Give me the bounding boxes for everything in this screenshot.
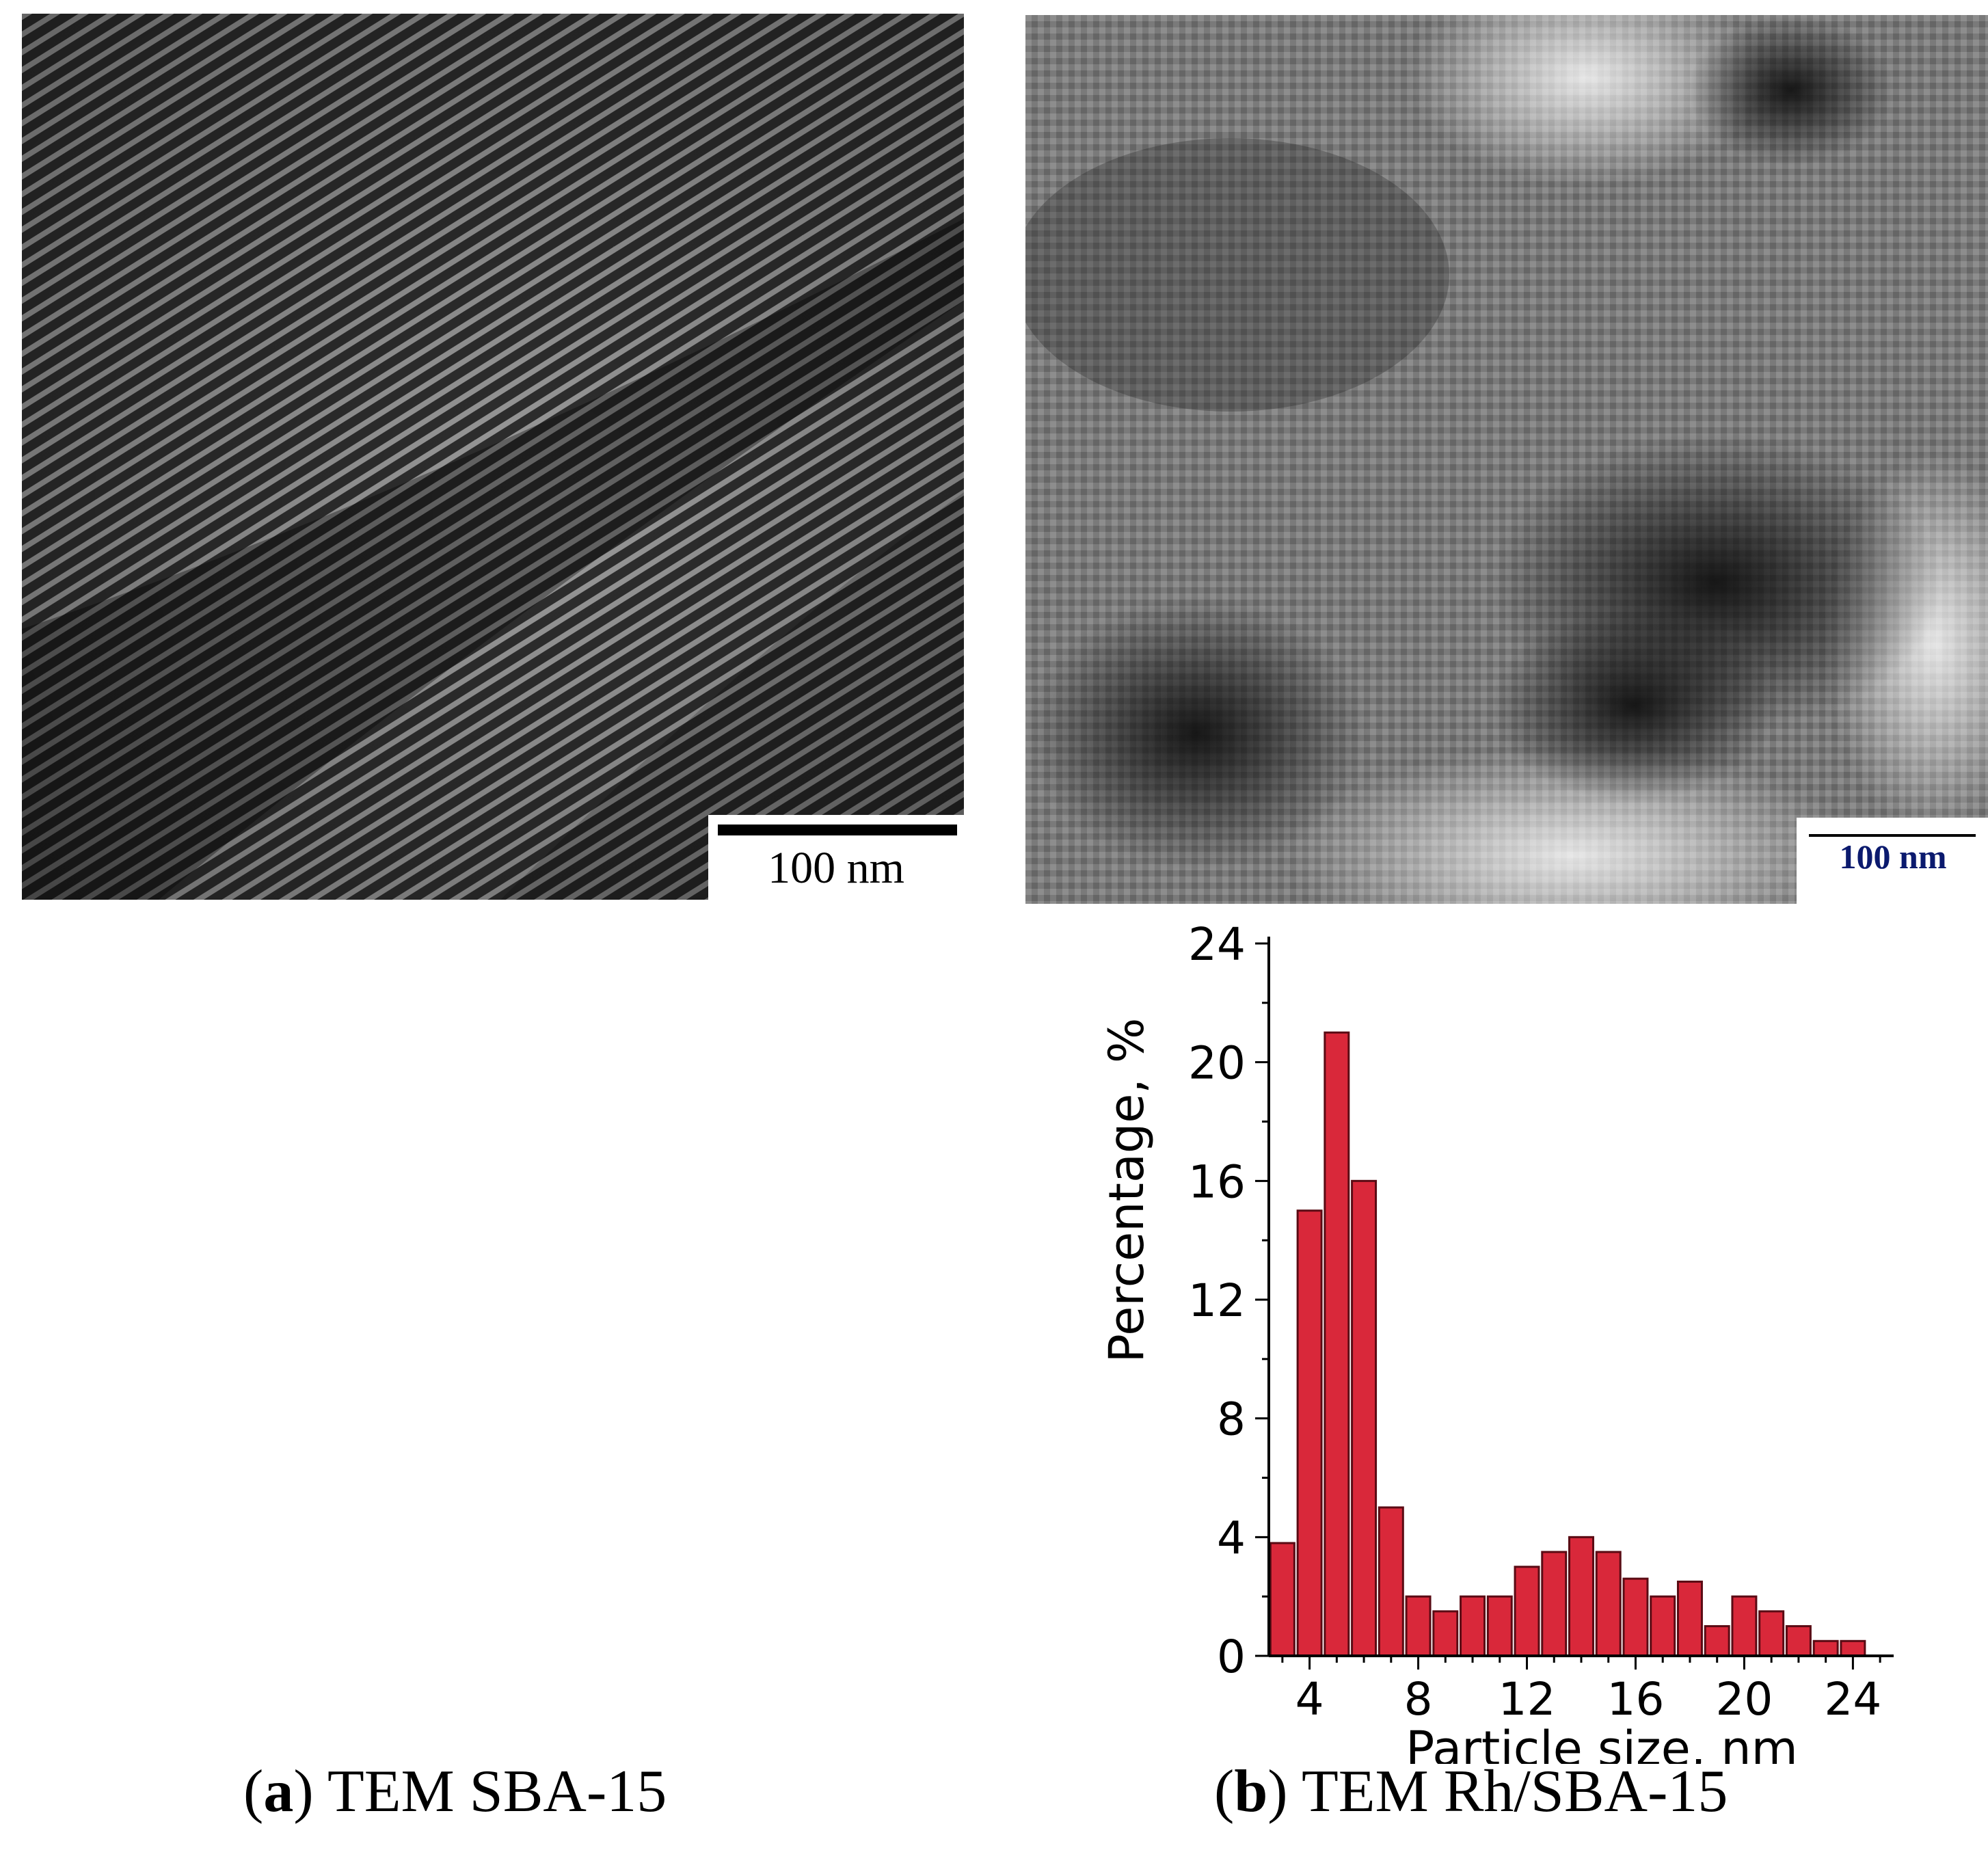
- y-tick-label: 0: [1217, 1631, 1246, 1683]
- tem-image-rh-sba15: [1025, 15, 1988, 904]
- y-tick-label: 4: [1217, 1512, 1246, 1564]
- x-tick-label: 12: [1499, 1673, 1556, 1726]
- caption-letter: b: [1234, 1758, 1268, 1825]
- scale-bar-line: [1809, 834, 1976, 837]
- histogram-bar: [1704, 1625, 1730, 1657]
- x-tick-label: 8: [1404, 1673, 1433, 1726]
- scale-bar-line: [718, 825, 957, 835]
- histogram-bar: [1785, 1625, 1812, 1657]
- bars-group: [1269, 1031, 1866, 1657]
- histogram-bar: [1595, 1551, 1622, 1657]
- histogram-bar: [1758, 1610, 1785, 1657]
- tem-image-sba15: [22, 14, 964, 900]
- histogram-bar: [1568, 1536, 1594, 1657]
- histogram-bar: [1541, 1551, 1568, 1657]
- y-tick-label: 16: [1188, 1155, 1246, 1208]
- histogram-bar: [1351, 1179, 1378, 1657]
- y-tick-label: 20: [1188, 1037, 1246, 1090]
- histogram-bar: [1622, 1577, 1649, 1657]
- histogram-bar: [1269, 1542, 1295, 1657]
- x-tick-label: 16: [1607, 1673, 1664, 1726]
- histogram-bar: [1432, 1610, 1459, 1657]
- histogram-bar: [1514, 1566, 1540, 1657]
- histogram-bar: [1840, 1639, 1866, 1657]
- histogram-bar: [1460, 1595, 1486, 1657]
- y-tick-label: 12: [1188, 1274, 1246, 1327]
- x-tick-label: 4: [1295, 1673, 1324, 1726]
- histogram-bar: [1405, 1595, 1432, 1657]
- histogram-bar: [1378, 1506, 1404, 1657]
- histogram-bar: [1812, 1639, 1839, 1657]
- caption-text: TEM Rh/SBA-15: [1301, 1758, 1728, 1825]
- histogram-bar: [1486, 1595, 1513, 1657]
- scale-bar-label: 100 nm: [1839, 838, 1947, 876]
- x-tick-label: 20: [1715, 1673, 1773, 1726]
- y-axis-label: Percentage, %: [1099, 1018, 1155, 1363]
- histogram-bar: [1324, 1031, 1350, 1657]
- scale-bar-a: 100 nm: [708, 815, 964, 900]
- x-axis-label: Particle size, nm: [1406, 1721, 1798, 1764]
- scale-bar-b: 100 nm: [1797, 818, 1988, 904]
- histogram-bar: [1731, 1595, 1758, 1657]
- histogram-bar: [1676, 1580, 1703, 1657]
- caption-a: (a) TEM SBA-15: [243, 1758, 667, 1825]
- x-tick-label: 24: [1824, 1673, 1881, 1726]
- scale-bar-label: 100 nm: [768, 843, 904, 893]
- caption-text: TEM SBA-15: [327, 1758, 667, 1825]
- histogram-bar: [1650, 1595, 1676, 1657]
- y-tick-label: 8: [1217, 1393, 1246, 1446]
- caption-b: (b) TEM Rh/SBA-15: [1214, 1758, 1728, 1825]
- y-tick-label: 24: [1188, 918, 1246, 971]
- caption-letter: a: [263, 1758, 294, 1825]
- histogram-bar: [1296, 1209, 1323, 1657]
